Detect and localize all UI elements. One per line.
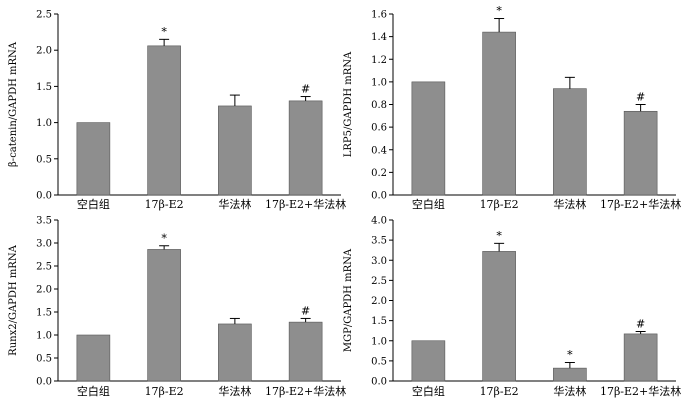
- y-axis-label: LRP5/GAPDH mRNA: [343, 51, 354, 157]
- bar-4: [288, 100, 323, 196]
- y-tick-label: 2.0: [36, 285, 52, 296]
- y-tick-label: 1.5: [36, 82, 52, 93]
- significance-marker: *: [567, 348, 573, 361]
- y-tick-label: 3.0: [36, 239, 52, 250]
- y-tick-label: 0.0: [371, 377, 387, 388]
- category-label: 17β-E2: [480, 385, 519, 398]
- y-tick-label: 1.5: [371, 316, 387, 327]
- significance-marker: *: [161, 25, 167, 38]
- chart-panel-3: 0.0 0.5 1.0 1.5 2.0 2.5 3.0 3.5 Runx2/GAPDH mRNA…: [8, 216, 346, 399]
- bar-2: [147, 249, 181, 382]
- category-label: 空白组: [77, 197, 110, 211]
- y-tick-label: 0.5: [371, 356, 387, 367]
- y-tick-label: 3.5: [371, 236, 387, 247]
- category-label: 17β-E2: [145, 385, 184, 398]
- bar-3: [553, 88, 587, 196]
- significance-marker: #: [301, 304, 310, 317]
- category-label: 华法林: [553, 197, 586, 211]
- bar-2: [482, 31, 516, 196]
- y-tick-label: 2.5: [36, 10, 52, 21]
- category-label: 空白组: [412, 384, 445, 398]
- y-tick-label: 0.0: [371, 191, 387, 202]
- y-tick-label: 2.5: [36, 262, 52, 273]
- chart-panel-1: 0.0 0.5 1.0 1.5 2.0 2.5 β-catenin/GAPDH mRNA 空白…: [8, 10, 346, 212]
- bar-1: [76, 122, 111, 196]
- y-tick-label: 2.0: [371, 296, 387, 307]
- bar-2: [147, 45, 181, 196]
- significance-marker: #: [636, 317, 645, 330]
- y-tick-label: 0.0: [36, 377, 52, 388]
- category-label: 华法林: [218, 384, 251, 398]
- category-label: 17β-E2+华法林: [265, 197, 346, 211]
- y-tick-label: 0.4: [371, 145, 387, 156]
- bar-3: [553, 367, 587, 382]
- significance-marker: *: [496, 229, 502, 242]
- category-label: 华法林: [553, 384, 586, 398]
- category-label: 17β-E2+华法林: [600, 384, 681, 398]
- chart-panel-4: 0.0 0.5 1.0 1.5 2.0 2.5 3.0 3.5 4.0 MGP/GAPDH mRN…: [343, 216, 681, 399]
- y-tick-label: 3.5: [36, 216, 52, 227]
- bar-2: [482, 251, 516, 382]
- bar-1: [411, 81, 446, 196]
- bar-3: [218, 105, 252, 196]
- category-label: 17β-E2: [480, 198, 519, 211]
- bar-4: [288, 321, 323, 382]
- significance-marker: *: [496, 5, 502, 18]
- y-tick-label: 0.2: [371, 168, 387, 179]
- y-tick-label: 3.0: [371, 256, 387, 267]
- significance-marker: #: [301, 83, 310, 96]
- category-label: 17β-E2+华法林: [265, 384, 346, 398]
- category-label: 空白组: [412, 197, 445, 211]
- category-label: 空白组: [77, 384, 110, 398]
- y-tick-label: 1.0: [36, 118, 52, 129]
- y-tick-label: 1.0: [371, 77, 387, 88]
- y-tick-label: 0.6: [371, 123, 387, 134]
- category-label: 17β-E2+华法林: [600, 197, 681, 211]
- y-tick-label: 4.0: [371, 216, 387, 227]
- category-label: 华法林: [218, 197, 251, 211]
- chart-panel-2: 0.0 0.2 0.4 0.6 0.8 1.0 1.2 1.4 1.6 LRP5/GAPDH mR…: [343, 5, 681, 211]
- y-tick-label: 0.5: [36, 354, 52, 365]
- y-tick-label: 1.6: [371, 10, 387, 21]
- bar-3: [218, 323, 252, 382]
- significance-marker: *: [161, 232, 167, 245]
- category-label: 17β-E2: [145, 198, 184, 211]
- bar-1: [411, 340, 446, 382]
- y-tick-label: 2.0: [36, 46, 52, 57]
- y-tick-label: 0.5: [36, 154, 52, 165]
- y-tick-label: 1.0: [36, 331, 52, 342]
- y-tick-label: 1.4: [371, 32, 387, 43]
- y-axis-label: β-catenin/GAPDH mRNA: [8, 41, 19, 167]
- y-tick-label: 1.5: [36, 308, 52, 319]
- y-tick-label: 2.5: [371, 276, 387, 287]
- bar-4: [623, 110, 658, 196]
- y-tick-label: 1.2: [371, 55, 387, 66]
- y-axis-label: MGP/GAPDH mRNA: [343, 248, 354, 352]
- y-axis-label: Runx2/GAPDH mRNA: [8, 244, 19, 355]
- y-tick-label: 0.8: [371, 100, 387, 111]
- bar-4: [623, 333, 658, 382]
- y-tick-label: 1.0: [371, 336, 387, 347]
- bar-1: [76, 334, 111, 382]
- y-tick-label: 0.0: [36, 191, 52, 202]
- significance-marker: #: [636, 91, 645, 104]
